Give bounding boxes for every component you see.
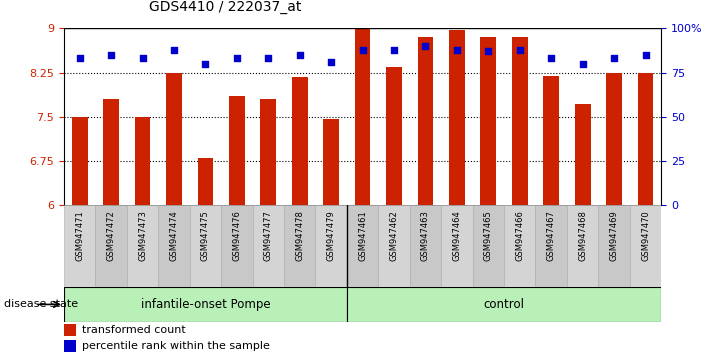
Bar xyxy=(127,205,159,296)
Bar xyxy=(64,205,95,296)
Text: control: control xyxy=(483,298,525,311)
Bar xyxy=(198,158,213,205)
Bar xyxy=(324,119,339,205)
Text: GSM947465: GSM947465 xyxy=(484,210,493,261)
Text: GSM947470: GSM947470 xyxy=(641,210,650,261)
Bar xyxy=(567,205,599,296)
Text: infantile-onset Pompe: infantile-onset Pompe xyxy=(141,298,270,311)
Text: GSM947461: GSM947461 xyxy=(358,210,367,261)
Point xyxy=(609,56,620,61)
Bar xyxy=(449,30,465,205)
Text: GSM947466: GSM947466 xyxy=(515,210,524,261)
Text: GSM947463: GSM947463 xyxy=(421,210,430,261)
Text: GSM947468: GSM947468 xyxy=(578,210,587,261)
Bar xyxy=(535,205,567,296)
Text: GSM947467: GSM947467 xyxy=(547,210,556,261)
Point xyxy=(326,59,337,65)
Text: GSM947479: GSM947479 xyxy=(326,210,336,261)
Text: GDS4410 / 222037_at: GDS4410 / 222037_at xyxy=(149,0,301,14)
Point xyxy=(640,52,651,58)
Bar xyxy=(103,99,119,205)
Text: GSM947476: GSM947476 xyxy=(232,210,241,261)
Bar xyxy=(95,205,127,296)
Bar xyxy=(355,28,370,205)
Bar xyxy=(64,324,76,336)
Text: GSM947474: GSM947474 xyxy=(169,210,178,261)
Point xyxy=(137,56,149,61)
Text: GSM947478: GSM947478 xyxy=(295,210,304,261)
Bar xyxy=(606,73,622,205)
Bar xyxy=(543,75,559,205)
Bar xyxy=(166,73,182,205)
Point xyxy=(514,47,525,52)
Text: GSM947462: GSM947462 xyxy=(390,210,399,261)
Point xyxy=(169,47,180,52)
Text: GSM947469: GSM947469 xyxy=(609,210,619,261)
Bar xyxy=(229,96,245,205)
Bar xyxy=(252,205,284,296)
Point xyxy=(577,61,588,67)
Bar xyxy=(410,205,442,296)
Bar xyxy=(347,205,378,296)
Bar xyxy=(347,287,661,322)
Bar xyxy=(386,67,402,205)
Point xyxy=(294,52,306,58)
Point xyxy=(451,47,463,52)
Bar xyxy=(64,287,347,322)
Text: transformed count: transformed count xyxy=(82,325,186,336)
Bar xyxy=(159,205,190,296)
Bar xyxy=(442,205,473,296)
Bar xyxy=(316,205,347,296)
Bar xyxy=(378,205,410,296)
Point xyxy=(483,48,494,54)
Text: GSM947464: GSM947464 xyxy=(452,210,461,261)
Point xyxy=(262,56,274,61)
Point xyxy=(545,56,557,61)
Bar xyxy=(260,99,276,205)
Text: disease state: disease state xyxy=(4,299,77,309)
Bar xyxy=(72,117,87,205)
Bar xyxy=(190,205,221,296)
Bar xyxy=(574,104,591,205)
Bar xyxy=(630,205,661,296)
Bar xyxy=(599,205,630,296)
Bar xyxy=(638,73,653,205)
Bar xyxy=(473,205,504,296)
Point xyxy=(74,56,85,61)
Point xyxy=(105,52,117,58)
Text: GSM947475: GSM947475 xyxy=(201,210,210,261)
Text: GSM947472: GSM947472 xyxy=(107,210,116,261)
Bar xyxy=(481,37,496,205)
Point xyxy=(231,56,242,61)
Bar xyxy=(134,117,151,205)
Bar xyxy=(512,37,528,205)
Point xyxy=(357,47,368,52)
Text: percentile rank within the sample: percentile rank within the sample xyxy=(82,341,269,352)
Text: GSM947471: GSM947471 xyxy=(75,210,84,261)
Bar xyxy=(284,205,316,296)
Bar xyxy=(417,37,433,205)
Bar xyxy=(504,205,535,296)
Bar xyxy=(64,340,76,353)
Bar xyxy=(292,77,308,205)
Bar xyxy=(221,205,252,296)
Point xyxy=(388,47,400,52)
Text: GSM947473: GSM947473 xyxy=(138,210,147,261)
Point xyxy=(419,43,431,49)
Point xyxy=(200,61,211,67)
Text: GSM947477: GSM947477 xyxy=(264,210,273,261)
